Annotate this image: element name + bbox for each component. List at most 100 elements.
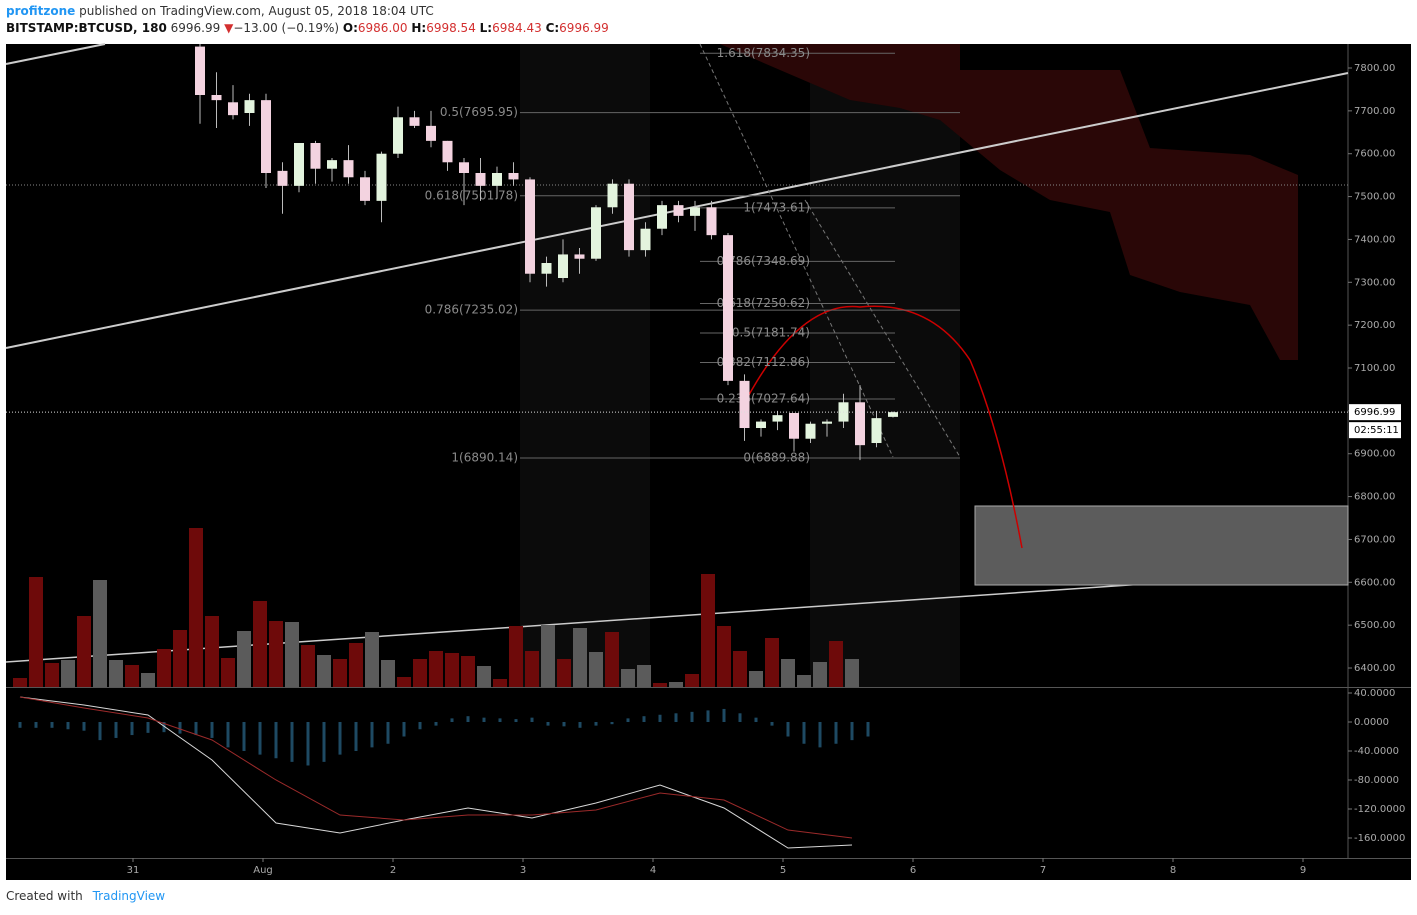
volume-bar	[797, 675, 811, 687]
y-tick-label: 6900.00	[1354, 449, 1395, 460]
macd-bar	[50, 722, 54, 728]
macd-bar	[290, 722, 294, 762]
published: published on TradingView.com, August 05,…	[79, 4, 434, 18]
volume-bar	[381, 660, 395, 687]
volume-bar	[189, 528, 203, 687]
macd-bar	[386, 722, 390, 744]
volume-bar	[221, 658, 235, 687]
macd-bar	[770, 722, 774, 726]
fib-trend	[804, 199, 961, 458]
volume-bar	[461, 656, 475, 687]
macd-bar	[674, 713, 678, 722]
candle-body	[624, 183, 634, 251]
macd-bar	[418, 722, 422, 730]
o: 6986.00	[357, 21, 408, 35]
candle-body	[228, 102, 238, 116]
h: 6998.54	[426, 21, 476, 35]
x-tick-label: Aug	[253, 865, 273, 876]
volume-bar	[525, 651, 539, 687]
volume-bar	[253, 601, 267, 687]
candle-body	[426, 125, 436, 141]
header: profitzone published on TradingView.com,…	[6, 3, 609, 37]
macd-bar	[338, 722, 342, 755]
volume-bar	[125, 665, 139, 687]
volume-bar	[317, 655, 331, 687]
y-tick-label: -80.0000	[1354, 775, 1399, 786]
h-label: H:	[411, 21, 427, 35]
candle-body	[640, 228, 651, 251]
target-box	[974, 505, 1349, 586]
fib-label: 0.5(7695.95)	[440, 105, 518, 119]
macd-bar	[786, 722, 790, 737]
y-tick-label: 0.0000	[1354, 717, 1389, 728]
macd-bar	[178, 722, 182, 734]
volume-bar	[157, 649, 171, 687]
candle-body	[706, 207, 717, 236]
candle-body	[657, 205, 667, 229]
volume-bar	[285, 622, 299, 687]
y-tick-label: 7800.00	[1354, 63, 1395, 74]
fib-label: 1(7473.61)	[743, 200, 810, 214]
volume-bar	[205, 616, 219, 687]
l-label: L:	[479, 21, 493, 35]
x-tick-label: 3	[520, 865, 526, 876]
data-layer: 6400.00 6500.00 6600.00 6700.00 6800.00 6900.…	[6, 44, 1405, 876]
candle-body	[822, 421, 832, 424]
macd-bar	[802, 722, 806, 744]
user[interactable]: profitzone	[6, 4, 76, 18]
volume-bar	[669, 682, 683, 687]
volume-bar	[493, 679, 507, 687]
candle-body	[459, 162, 469, 174]
macd-bar	[98, 722, 102, 741]
macd-bar	[370, 722, 374, 748]
volume-bar	[765, 638, 779, 687]
macd-bar	[482, 717, 486, 722]
candle-body	[442, 140, 453, 163]
candle-body	[525, 179, 535, 274]
fib-label: 0(6889.88)	[743, 451, 810, 465]
fib-label: 0.236(7027.64)	[717, 392, 810, 406]
x-tick-label: 9	[1300, 865, 1306, 876]
candle-body	[690, 207, 700, 216]
volume-bar	[269, 621, 283, 687]
countdown-box	[1349, 422, 1401, 439]
trend-line	[5, 43, 106, 65]
volume-bar	[13, 678, 27, 687]
x-tick-label: 6	[910, 865, 916, 876]
candle-body	[294, 143, 304, 186]
macd-bar	[466, 716, 470, 722]
volume-bar	[237, 631, 251, 687]
macd-bar	[322, 722, 326, 762]
y-tick-label: -120.0000	[1354, 804, 1405, 815]
brand[interactable]: TradingView	[92, 889, 166, 903]
macd-bar	[530, 717, 534, 722]
candle-body	[541, 263, 552, 274]
candle-body	[871, 418, 882, 444]
volume-bar	[573, 628, 587, 687]
x-tick-label: 2	[390, 865, 396, 876]
session-band	[810, 44, 960, 687]
macd-bar	[146, 722, 150, 733]
candle-body	[558, 254, 568, 279]
volume-bar	[109, 660, 123, 687]
macd-bar	[258, 722, 262, 755]
macd-bar	[194, 722, 198, 736]
candle-body	[607, 183, 618, 208]
macd-bar	[610, 722, 614, 725]
projection-arc	[744, 305, 1023, 549]
macd-bar	[210, 722, 214, 738]
macd-bar	[850, 722, 854, 741]
countdown: 02:55:11	[1354, 425, 1399, 436]
macd-bar	[546, 722, 550, 726]
footer: Created with TradingView	[6, 889, 165, 903]
macd-bar	[226, 722, 230, 748]
volume-bar	[365, 632, 379, 687]
macd-bar	[66, 722, 70, 730]
macd-bar	[626, 718, 630, 722]
macd-bar	[690, 711, 694, 722]
l: 6984.43	[492, 21, 542, 35]
candle-body	[393, 117, 403, 154]
volume-bar	[509, 626, 523, 687]
macd-bar	[834, 722, 838, 744]
